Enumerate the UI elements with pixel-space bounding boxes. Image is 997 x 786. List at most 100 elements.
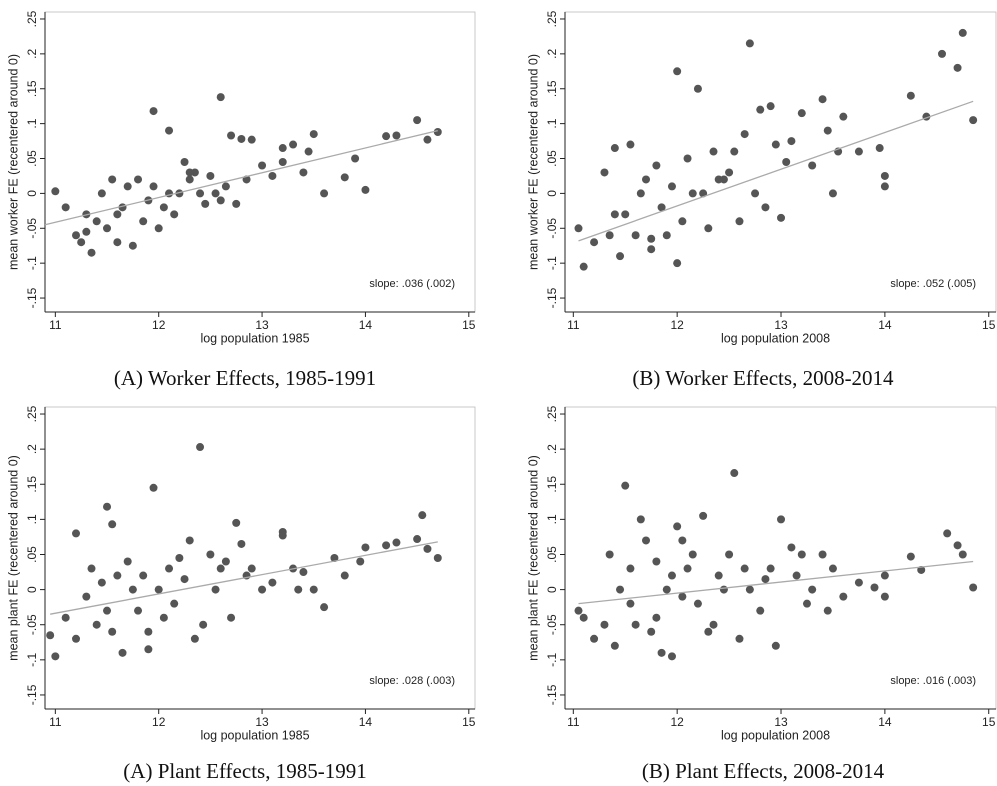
y-tick-label: 0: [545, 586, 559, 593]
data-point: [175, 189, 184, 198]
x-tick-label: 14: [878, 318, 892, 332]
data-point: [170, 599, 179, 608]
y-tick-label: .25: [545, 405, 559, 422]
plot-frame: [44, 406, 476, 710]
data-point: [823, 126, 832, 135]
data-point: [626, 564, 635, 573]
data-point: [673, 67, 682, 76]
data-point: [756, 105, 765, 114]
data-point: [221, 182, 230, 191]
data-point: [199, 620, 208, 629]
data-point: [636, 515, 645, 524]
data-point: [766, 564, 775, 573]
data-point: [657, 203, 666, 212]
data-point: [631, 231, 640, 240]
data-point: [642, 536, 651, 545]
data-point: [216, 564, 225, 573]
data-point: [761, 203, 770, 212]
data-point: [382, 541, 391, 550]
data-point: [361, 543, 370, 552]
x-tick-label: 15: [982, 715, 996, 729]
plot-frame: [44, 11, 476, 313]
y-tick-label: -.05: [25, 614, 39, 635]
data-point: [958, 550, 967, 559]
data-point: [201, 199, 210, 208]
plot-frame: [564, 406, 997, 710]
data-point: [185, 168, 194, 177]
data-point: [77, 238, 86, 247]
caption: (A) Worker Effects, 1985-1991: [114, 366, 376, 390]
data-point: [616, 252, 625, 261]
data-point: [719, 175, 728, 184]
data-point: [113, 210, 122, 219]
x-axis-title: log population 2008: [721, 728, 830, 742]
data-point: [294, 585, 303, 594]
data-point: [278, 144, 287, 153]
data-point: [118, 648, 127, 657]
y-tick-label: 0: [25, 586, 39, 593]
y-tick-label: .15: [545, 80, 559, 97]
data-point: [320, 603, 329, 612]
x-tick-label: 13: [774, 318, 788, 332]
x-tick-label: 14: [359, 715, 373, 729]
fit-line: [44, 129, 438, 226]
data-point: [87, 248, 96, 257]
data-point: [134, 606, 143, 615]
data-point: [258, 161, 267, 170]
y-tick-label: -.05: [25, 218, 39, 239]
y-tick-label: .1: [545, 514, 559, 524]
data-point: [72, 634, 81, 643]
data-point: [103, 224, 112, 233]
data-point: [289, 140, 298, 149]
data-point: [683, 154, 692, 163]
data-point: [808, 585, 817, 594]
data-point: [351, 154, 360, 163]
x-tick-label: 15: [982, 318, 996, 332]
x-axis-title: log population 2008: [721, 331, 830, 345]
y-tick-label: -.15: [545, 684, 559, 705]
data-point: [610, 144, 619, 153]
data-point: [678, 592, 687, 601]
data-point: [113, 238, 122, 247]
data-point: [688, 189, 697, 198]
data-point: [196, 189, 205, 198]
data-point: [647, 245, 656, 254]
data-point: [605, 231, 614, 240]
data-point: [647, 234, 656, 243]
data-point: [704, 627, 713, 636]
data-point: [103, 606, 112, 615]
data-point: [423, 135, 432, 144]
data-point: [309, 130, 318, 139]
data-point: [149, 182, 158, 191]
data-point: [787, 543, 796, 552]
data-point: [51, 652, 60, 661]
y-tick-label: -.15: [25, 684, 39, 705]
data-point: [159, 203, 168, 212]
data-point: [621, 481, 630, 490]
data-point: [880, 182, 889, 191]
data-point: [683, 564, 692, 573]
data-point: [943, 529, 952, 538]
y-tick-label: .25: [545, 10, 559, 27]
x-tick-label: 15: [462, 715, 476, 729]
data-point: [247, 564, 256, 573]
data-point: [144, 627, 153, 636]
data-point: [232, 518, 241, 527]
data-point: [880, 171, 889, 180]
data-point: [433, 128, 442, 136]
data-point: [232, 199, 241, 208]
data-point: [704, 224, 713, 233]
data-point: [756, 606, 765, 615]
data-point: [782, 158, 791, 166]
data-point: [309, 585, 318, 594]
data-point: [382, 132, 391, 141]
data-point: [165, 564, 174, 573]
data-point: [953, 63, 962, 72]
data-point: [751, 189, 760, 198]
data-point: [906, 552, 915, 561]
y-axis-title: mean plant FE (recentered around 0): [526, 455, 540, 661]
data-point: [693, 84, 702, 93]
y-axis-title: mean plant FE (recentered around 0): [6, 455, 20, 661]
